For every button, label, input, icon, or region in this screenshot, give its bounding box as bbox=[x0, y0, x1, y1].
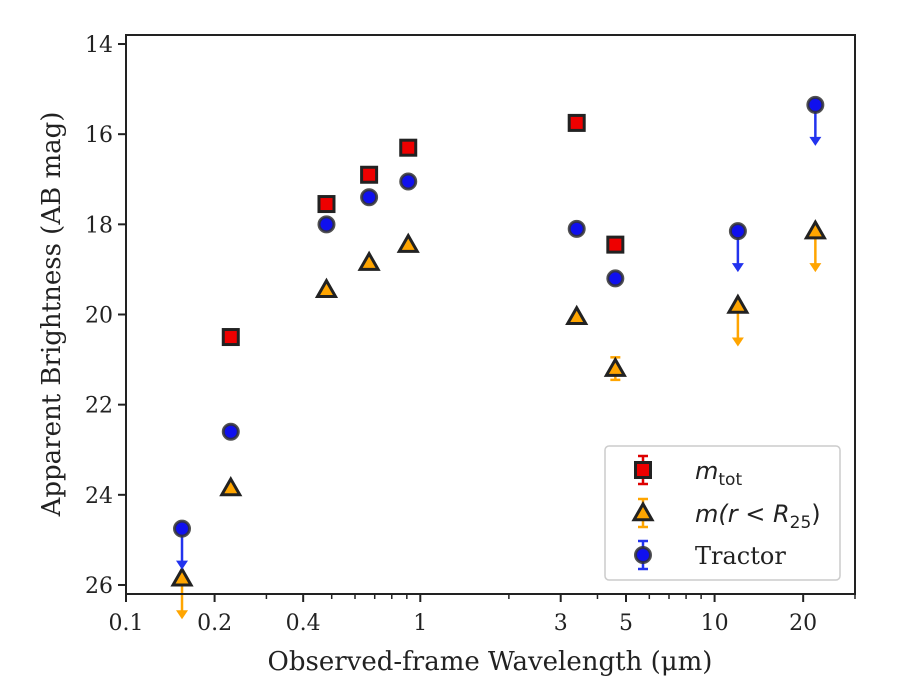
data-point-circle bbox=[360, 188, 379, 207]
x-tick-label: 0.2 bbox=[197, 611, 232, 636]
data-point-square bbox=[399, 138, 418, 157]
data-point-circle bbox=[173, 519, 192, 538]
data-point-square bbox=[360, 165, 379, 184]
data-point-triangle bbox=[565, 304, 589, 326]
y-axis-label: Apparent Brightness (AB mag) bbox=[37, 112, 67, 518]
y-tick-label: 16 bbox=[85, 123, 113, 148]
legend-label: m(r < R25) bbox=[695, 500, 821, 533]
data-point-triangle bbox=[603, 356, 627, 377]
y-tick-label: 18 bbox=[85, 213, 113, 238]
data-point-circle bbox=[399, 172, 418, 191]
legend: mtot m(r < R25) Tractor bbox=[604, 445, 841, 581]
upper-limit-arrowhead bbox=[731, 263, 744, 273]
data-point-triangle bbox=[314, 277, 339, 298]
data-point-square bbox=[606, 235, 625, 254]
y-tick-label: 20 bbox=[85, 304, 113, 329]
legend-marker-square bbox=[634, 461, 652, 479]
legend-label: mtot bbox=[695, 457, 742, 490]
upper-limit-arrowhead bbox=[731, 337, 744, 347]
y-tick-label: 26 bbox=[85, 574, 113, 599]
x-tick-label: 10 bbox=[701, 611, 729, 636]
y-tick-label: 24 bbox=[85, 484, 113, 509]
data-point-circle bbox=[606, 269, 625, 288]
series-triangle bbox=[170, 219, 827, 620]
x-tick-label: 3 bbox=[554, 611, 568, 636]
y-tick-label: 22 bbox=[85, 394, 113, 419]
legend-marker-triangle bbox=[631, 500, 655, 522]
upper-limit-arrowhead bbox=[809, 136, 822, 146]
data-point-circle bbox=[806, 95, 825, 114]
legend-item-triangle: m(r < R25) bbox=[631, 497, 821, 533]
upper-limit-arrowhead bbox=[809, 263, 822, 273]
data-point-square bbox=[317, 195, 336, 214]
legend-item-circle: Tractor bbox=[634, 539, 786, 571]
data-point-triangle bbox=[396, 232, 420, 253]
y-tick-label: 14 bbox=[85, 33, 113, 58]
data-point-circle bbox=[728, 222, 747, 241]
x-tick-label: 0.1 bbox=[109, 611, 144, 636]
data-point-circle bbox=[221, 422, 240, 441]
x-tick-label: 5 bbox=[619, 611, 633, 636]
data-point-triangle bbox=[219, 476, 243, 497]
legend-label: Tractor bbox=[695, 542, 786, 570]
series-square bbox=[221, 113, 625, 347]
x-tick-label: 1 bbox=[413, 611, 427, 636]
legend-item-square: mtot bbox=[634, 454, 742, 490]
upper-limit-arrowhead bbox=[176, 560, 189, 570]
data-point-triangle bbox=[726, 293, 750, 314]
data-point-square bbox=[567, 113, 586, 132]
x-axis-label: Observed-frame Wavelength (μm) bbox=[268, 647, 713, 677]
data-point-triangle bbox=[803, 219, 827, 240]
data-point-square bbox=[221, 328, 240, 347]
upper-limit-arrowhead bbox=[176, 610, 189, 620]
data-point-triangle bbox=[357, 250, 381, 271]
series-circle bbox=[173, 95, 825, 570]
data-point-circle bbox=[567, 219, 586, 238]
x-tick-label: 20 bbox=[789, 611, 817, 636]
legend-marker-circle bbox=[634, 546, 652, 564]
legend-box bbox=[604, 445, 841, 581]
data-point-circle bbox=[317, 215, 336, 234]
marks-layer bbox=[170, 95, 827, 620]
plot-frame bbox=[125, 34, 856, 595]
x-tick-label: 0.4 bbox=[286, 611, 321, 636]
ticks-layer: 0.1 0.2 0.4 1 3 5 10 20 14 16 18 20 22 24 26 bbox=[85, 33, 856, 636]
data-point-triangle bbox=[170, 566, 194, 587]
